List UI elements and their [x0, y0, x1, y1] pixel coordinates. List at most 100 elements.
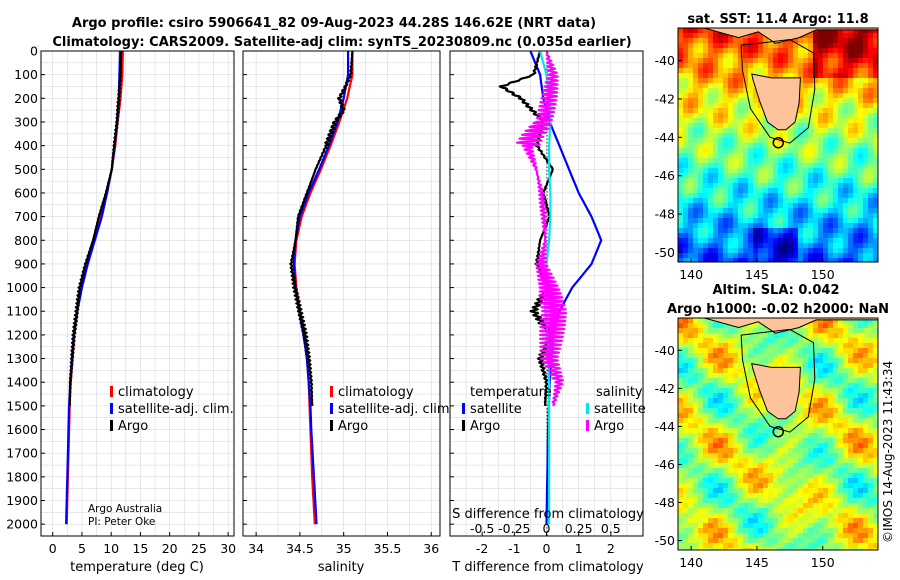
- heatmap-cell: [788, 548, 794, 550]
- heatmap-cell: [703, 233, 709, 239]
- heatmap-cell: [743, 123, 749, 129]
- heatmap-cell: [718, 183, 724, 189]
- credit-line2: PI: Peter Oke: [88, 516, 155, 528]
- heatmap-cell: [733, 88, 739, 94]
- heatmap-cell: [838, 38, 844, 44]
- heatmap-cell: [718, 218, 724, 224]
- heatmap-cell: [863, 323, 869, 329]
- heatmap-cell: [748, 543, 754, 549]
- heatmap-cell: [703, 393, 709, 399]
- bathymetry-contour: [740, 38, 816, 144]
- heatmap-cell: [843, 508, 849, 514]
- heatmap-cell: [783, 358, 789, 364]
- heatmap-cell: [803, 498, 809, 504]
- heatmap-cell: [828, 243, 834, 249]
- heatmap-cell: [713, 453, 719, 459]
- heatmap-cell: [703, 408, 709, 414]
- heatmap-cell: [833, 508, 839, 514]
- heatmap-cell: [848, 498, 854, 504]
- heatmap-cell: [708, 428, 714, 434]
- heatmap-cell: [798, 383, 804, 389]
- heatmap-cell: [708, 423, 714, 429]
- heatmap-cell: [848, 218, 854, 224]
- heatmap-cell: [808, 488, 814, 494]
- heatmap-cell: [748, 538, 754, 544]
- heatmap-cell: [743, 343, 749, 349]
- heatmap-cell: [868, 243, 874, 249]
- heatmap-cell: [723, 528, 729, 534]
- heatmap-cell: [798, 153, 804, 159]
- x-tick-label: -1: [508, 541, 520, 556]
- heatmap-cell: [723, 193, 729, 199]
- heatmap-cell: [838, 548, 844, 550]
- heatmap-cell: [678, 133, 684, 139]
- heatmap-cell: [858, 118, 864, 124]
- heatmap-cell: [808, 458, 814, 464]
- heatmap-cell: [868, 528, 874, 534]
- heatmap-cell: [858, 408, 864, 414]
- heatmap-cell: [718, 223, 724, 229]
- heatmap-cell: [818, 423, 824, 429]
- heatmap-cell: [833, 188, 839, 194]
- heatmap-cell: [763, 58, 769, 64]
- heatmap-cell: [738, 463, 744, 469]
- heatmap-cell: [758, 178, 764, 184]
- heatmap-cell: [868, 48, 874, 54]
- heatmap-cell: [868, 453, 874, 459]
- heatmap-cell: [688, 518, 694, 524]
- heatmap-cell: [833, 488, 839, 494]
- heatmap-cell: [708, 163, 714, 169]
- heatmap-cell: [683, 108, 689, 114]
- heatmap-cell: [708, 223, 714, 229]
- heatmap-cell: [718, 248, 724, 254]
- heatmap-cell: [808, 43, 814, 49]
- heatmap-cell: [828, 503, 834, 509]
- heatmap-cell: [818, 318, 824, 324]
- heatmap-cell: [713, 228, 719, 234]
- heatmap-cell: [698, 123, 704, 129]
- heatmap-cell: [798, 203, 804, 209]
- heatmap-cell: [853, 83, 859, 89]
- heatmap-cell: [748, 158, 754, 164]
- heatmap-cell: [758, 423, 764, 429]
- heatmap-cell: [708, 258, 714, 262]
- heatmap-cell: [793, 463, 799, 469]
- heatmap-cell: [748, 258, 754, 262]
- heatmap-cell: [813, 508, 819, 514]
- heatmap-cell: [813, 93, 819, 99]
- figure-title-line2: Climatology: CARS2009. Satellite-adj cli…: [52, 35, 631, 50]
- heatmap-cell: [778, 128, 784, 134]
- heatmap-cell: [783, 333, 789, 339]
- heatmap-cell: [703, 333, 709, 339]
- heatmap-cell: [753, 158, 759, 164]
- heatmap-cell: [748, 213, 754, 219]
- heatmap-cell: [823, 513, 829, 519]
- heatmap-cell: [758, 398, 764, 404]
- heatmap-cell: [788, 358, 794, 364]
- heatmap-cell: [828, 83, 834, 89]
- heatmap-cell: [798, 473, 804, 479]
- heatmap-cell: [688, 413, 694, 419]
- heatmap-cell: [758, 163, 764, 169]
- heatmap-cell: [798, 513, 804, 519]
- heatmap-cell: [728, 68, 734, 74]
- heatmap-cell: [743, 183, 749, 189]
- heatmap-cell: [728, 178, 734, 184]
- heatmap-cell: [708, 513, 714, 519]
- heatmap-cell: [808, 218, 814, 224]
- heatmap-cell: [778, 53, 784, 59]
- heatmap-cell: [848, 48, 854, 54]
- heatmap-cell: [873, 428, 878, 434]
- heatmap-cell: [843, 483, 849, 489]
- heatmap-cell: [813, 58, 819, 64]
- heatmap-cell: [713, 33, 719, 39]
- heatmap-cell: [693, 143, 699, 149]
- heatmap-cell: [738, 218, 744, 224]
- heatmap-cell: [723, 503, 729, 509]
- heatmap-cell: [833, 528, 839, 534]
- heatmap-cell: [858, 363, 864, 369]
- heatmap-cell: [713, 528, 719, 534]
- heatmap-cell: [803, 253, 809, 259]
- heatmap-cell: [753, 38, 759, 44]
- heatmap-cell: [698, 473, 704, 479]
